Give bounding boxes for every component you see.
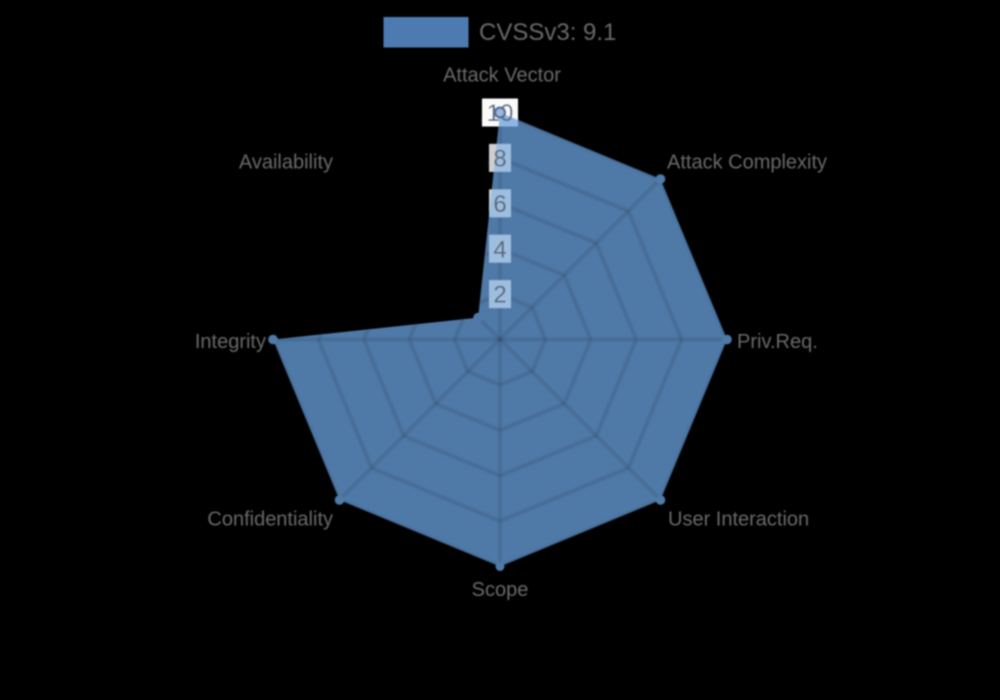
svg-text:Integrity: Integrity: [195, 331, 266, 353]
svg-text:8: 8: [493, 146, 506, 173]
svg-text:Priv.Req.: Priv.Req.: [737, 331, 818, 353]
svg-text:4: 4: [493, 236, 506, 263]
svg-text:6: 6: [493, 191, 506, 218]
svg-text:Attack Complexity: Attack Complexity: [667, 152, 827, 174]
svg-text:Availability: Availability: [239, 152, 333, 174]
svg-text:Scope: Scope: [472, 579, 529, 601]
svg-text:Confidentiality: Confidentiality: [207, 509, 333, 531]
svg-text:CVSSv3: 9.1: CVSSv3: 9.1: [479, 19, 616, 46]
svg-text:2: 2: [493, 282, 506, 309]
svg-text:Attack Vector: Attack Vector: [443, 65, 561, 87]
svg-text:User Interaction: User Interaction: [668, 509, 809, 531]
